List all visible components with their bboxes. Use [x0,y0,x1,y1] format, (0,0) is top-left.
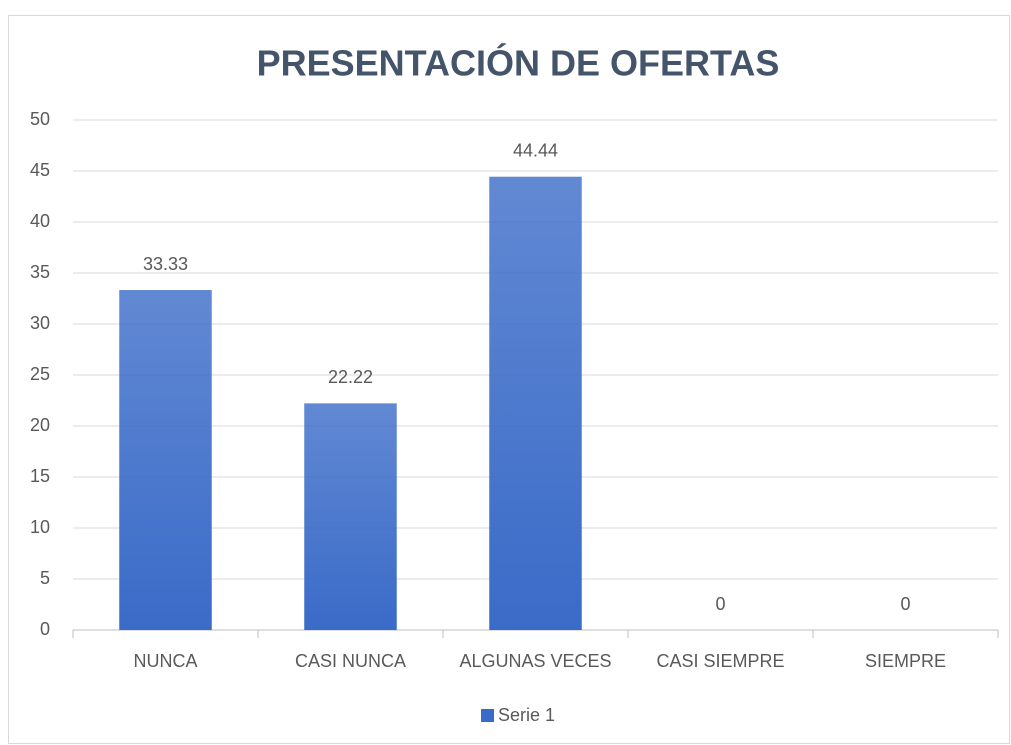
data-label: 22.22 [328,367,373,387]
legend-label: Serie 1 [498,705,555,725]
y-tick-label: 5 [40,568,50,588]
y-tick-label: 10 [30,517,50,537]
x-tick-label: SIEMPRE [865,651,946,671]
x-tick-label: CASI SIEMPRE [656,651,784,671]
y-tick-label: 50 [30,109,50,129]
chart-title: PRESENTACIÓN DE OFERTAS [257,42,780,84]
x-tick-label: ALGUNAS VECES [459,651,611,671]
bar [304,403,397,630]
data-label: 0 [900,594,910,614]
y-tick-label: 15 [30,466,50,486]
x-tick-label: NUNCA [133,651,197,671]
y-tick-label: 30 [30,313,50,333]
data-label: 0 [715,594,725,614]
legend-swatch [481,709,494,722]
data-label: 44.44 [513,140,558,160]
y-tick-label: 25 [30,364,50,384]
y-tick-label: 45 [30,160,50,180]
bar [119,290,212,630]
y-tick-label: 20 [30,415,50,435]
y-tick-label: 0 [40,619,50,639]
y-tick-label: 40 [30,211,50,231]
x-tick-label: CASI NUNCA [295,651,406,671]
data-label: 33.33 [143,254,188,274]
y-tick-label: 35 [30,262,50,282]
bar [489,176,582,630]
